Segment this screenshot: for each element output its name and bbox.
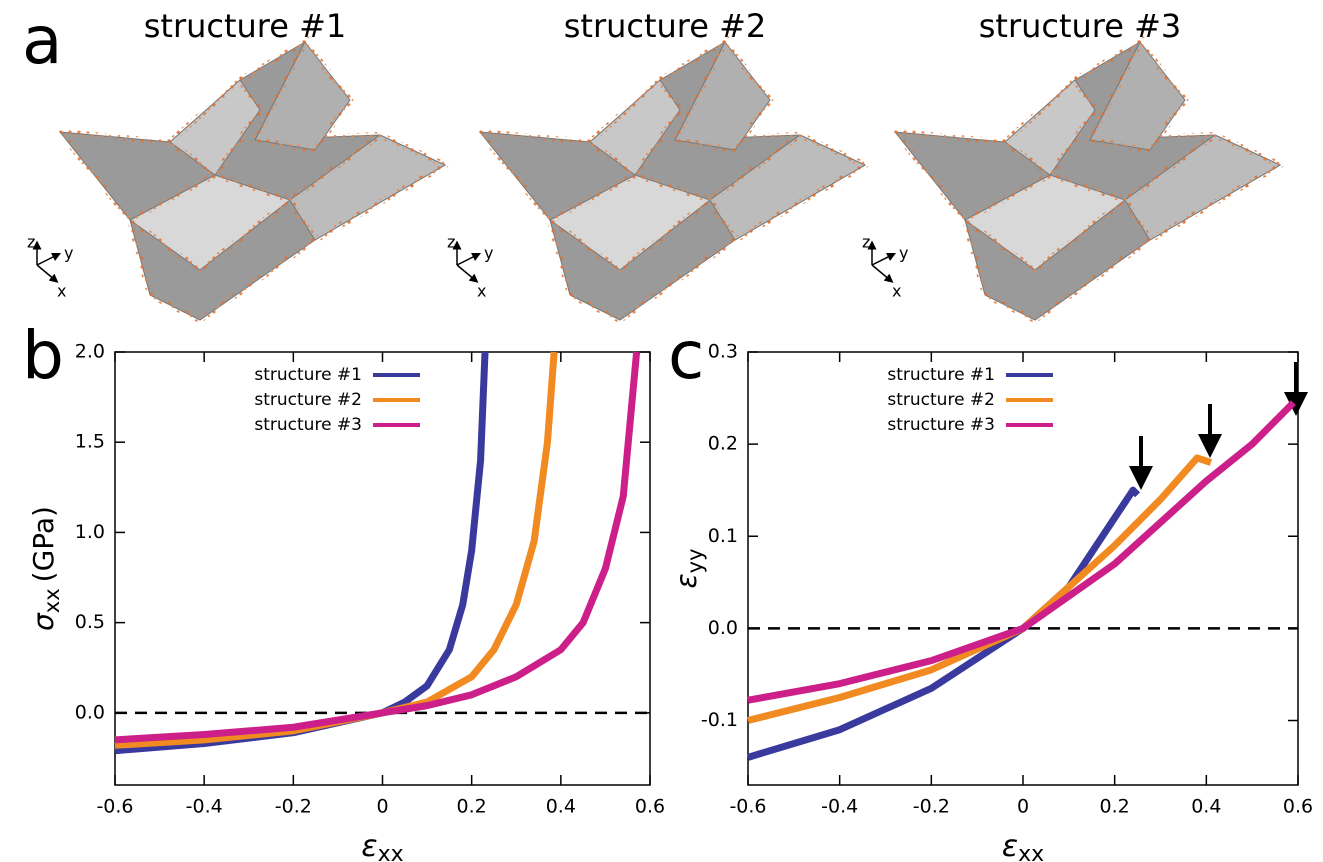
panel-label: b (22, 317, 64, 394)
plot-frame (748, 352, 1298, 785)
axis-glyph-label: y (64, 244, 73, 263)
x-axis-subscript: xx (1018, 842, 1044, 862)
x-axis-subscript: xx (378, 842, 404, 862)
structure-render (895, 42, 1280, 320)
figure: a b c structure #1zyxstructure #2zyxstru… (0, 0, 1323, 862)
axis-glyph-label: x (892, 282, 901, 301)
page: {"panel_labels": {"a": "a", "b": "b", "c… (0, 0, 1323, 862)
axis-glyph-label: y (484, 244, 493, 263)
y-tick-label: 0.0 (75, 701, 105, 723)
structure-render (480, 42, 865, 320)
legend-label: structure #2 (254, 390, 362, 410)
x-tick-label: 0.2 (457, 796, 487, 818)
axis-glyph-label: x (57, 282, 66, 301)
series-line (115, 352, 637, 740)
x-tick-label: -0.4 (821, 796, 858, 818)
x-tick-label: -0.2 (275, 796, 312, 818)
x-tick-label: 0.6 (1283, 796, 1313, 818)
y-tick-label: 0.3 (708, 341, 738, 363)
x-tick-label: 0.2 (1100, 796, 1130, 818)
y-axis-symbol: ε (670, 573, 703, 588)
legend-label: structure #3 (887, 415, 995, 435)
series-line (115, 352, 485, 751)
x-tick-label: 0.4 (546, 796, 576, 818)
series-line (748, 490, 1138, 757)
axis-arrow (872, 255, 892, 265)
legend-label: structure #3 (254, 415, 362, 435)
y-tick-label: 0.5 (75, 611, 105, 633)
axis-glyph-label: z (27, 233, 35, 252)
series-line (748, 458, 1211, 721)
y-tick-label: -0.1 (701, 709, 738, 731)
x-axis-symbol: ε (1002, 829, 1018, 862)
x-axis-label: εxx (361, 829, 403, 862)
panel-label: a (22, 2, 62, 79)
axis-arrow (457, 255, 477, 265)
x-axis-label: εxx (1002, 829, 1044, 862)
y-tick-label: 1.5 (75, 431, 105, 453)
x-tick-label: -0.4 (186, 796, 223, 818)
y-tick-label: 1.0 (75, 521, 105, 543)
axis-arrow (872, 265, 890, 280)
legend-label: structure #1 (254, 365, 362, 385)
y-tick-label: 0.1 (708, 525, 738, 547)
axes-glyph: z yx (447, 233, 493, 301)
axis-arrow (37, 255, 57, 265)
x-tick-label: -0.6 (96, 796, 133, 818)
structure-title: structure #1 (144, 7, 347, 45)
y-axis-subscript: yy (683, 549, 707, 574)
x-tick-label: 0.6 (635, 796, 665, 818)
y-tick-label: 0.2 (708, 433, 738, 455)
y-axis-label: σxx (GPa) (27, 506, 64, 631)
axis-glyph-label: y (899, 244, 908, 263)
axis-glyph-label: x (477, 282, 486, 301)
y-tick-label: 0.0 (708, 617, 738, 639)
x-tick-label: -0.6 (729, 796, 766, 818)
legend-label: structure #2 (887, 390, 995, 410)
axis-arrow (457, 265, 475, 280)
x-axis-symbol: ε (361, 829, 377, 862)
panel-label: c (668, 317, 704, 394)
series-line (748, 403, 1293, 701)
axes-glyph: z yx (862, 233, 908, 301)
y-axis-subscript: xx (40, 588, 64, 613)
structure-render (60, 42, 445, 320)
y-axis-symbol: σ (27, 612, 60, 631)
y-axis-unit: (GPa) (27, 506, 60, 582)
structure-title: structure #3 (979, 7, 1182, 45)
x-tick-label: 0.4 (1191, 796, 1221, 818)
legend-label: structure #1 (887, 365, 995, 385)
axis-arrow (37, 265, 55, 280)
y-tick-label: 2.0 (75, 341, 105, 363)
x-tick-label: -0.2 (913, 796, 950, 818)
axis-glyph-label: z (447, 233, 455, 252)
axes-glyph: z yx (27, 233, 73, 301)
x-tick-label: 0 (376, 796, 388, 818)
x-tick-label: 0 (1017, 796, 1029, 818)
axis-glyph-label: z (862, 233, 870, 252)
structure-title: structure #2 (564, 7, 767, 45)
y-axis-label: εyy (670, 549, 707, 589)
plot-frame (115, 352, 650, 785)
